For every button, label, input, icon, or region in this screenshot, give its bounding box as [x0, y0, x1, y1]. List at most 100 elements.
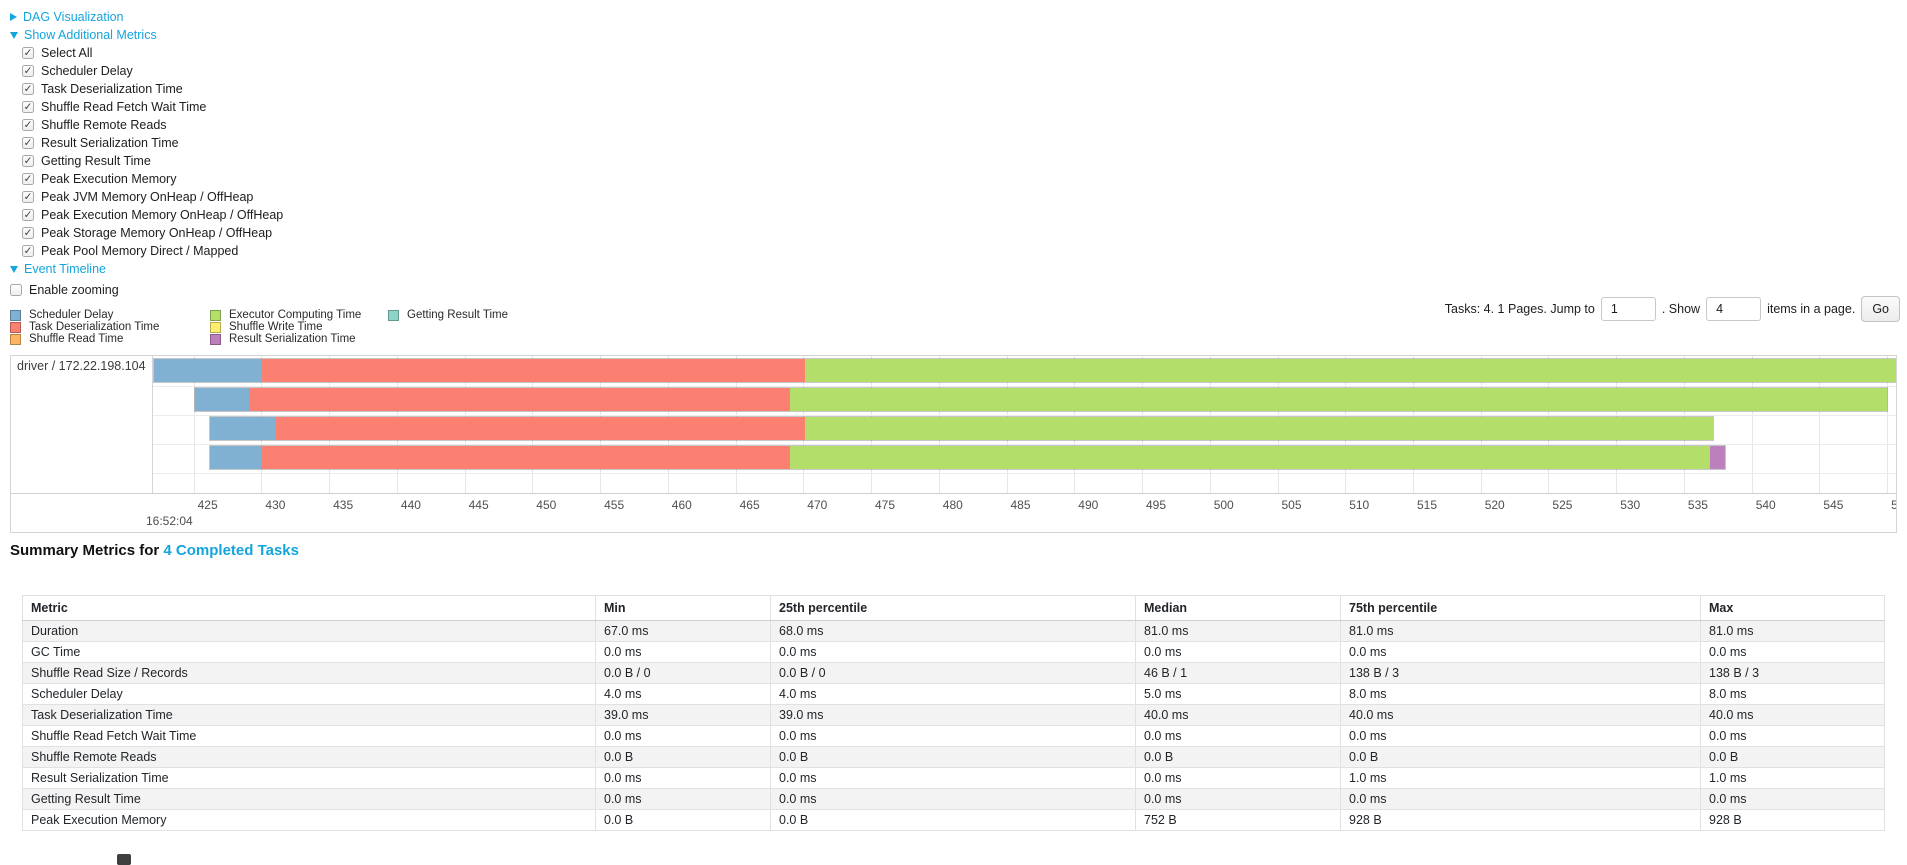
event-timeline-link[interactable]: Event Timeline: [24, 262, 106, 276]
timeline-task-bar[interactable]: [208, 445, 1726, 470]
completed-tasks-link[interactable]: 4 Completed Tasks: [163, 542, 299, 559]
stage-controls-panel: DAG Visualization Show Additional Metric…: [10, 8, 283, 299]
metric-value-cell: 0.0 ms: [595, 788, 771, 810]
dag-visualization-toggle[interactable]: DAG Visualization: [10, 8, 283, 26]
timeline-segment: [248, 388, 791, 411]
timeline-task-bar[interactable]: [193, 387, 1889, 412]
checkbox-icon[interactable]: ✓: [22, 227, 34, 239]
show-additional-metrics-toggle[interactable]: Show Additional Metrics: [10, 26, 283, 44]
checkbox-icon[interactable]: ✓: [22, 47, 34, 59]
row-separator: [153, 473, 1896, 474]
metric-checkbox-row[interactable]: ✓ Select All: [10, 44, 283, 62]
metric-value-cell: 0.0 B: [595, 809, 771, 831]
legend-label: Executor Computing Time: [229, 309, 362, 321]
metric-checkbox-row[interactable]: ✓ Task Deserialization Time: [10, 80, 283, 98]
metric-value-cell: 40.0 ms: [1700, 704, 1885, 726]
checkbox-icon[interactable]: ✓: [22, 173, 34, 185]
metric-value-cell: 0.0 ms: [1135, 788, 1341, 810]
metric-value-cell: 0.0 ms: [1135, 641, 1341, 663]
metric-value-cell: 0.0 B: [770, 809, 1136, 831]
show-additional-metrics-link[interactable]: Show Additional Metrics: [24, 28, 157, 42]
checkbox-icon[interactable]: ✓: [22, 245, 34, 257]
show-text: . Show: [1661, 302, 1701, 316]
timeline-segment: [804, 359, 1896, 382]
metric-value-cell: 0.0 ms: [770, 641, 1136, 663]
metric-checkbox-row[interactable]: ✓ Getting Result Time: [10, 152, 283, 170]
cutoff-element: [117, 854, 131, 865]
metric-value-cell: 0.0 ms: [595, 641, 771, 663]
metric-value-cell: 0.0 B / 0: [770, 662, 1136, 684]
metric-value-cell: 138 B / 3: [1340, 662, 1701, 684]
metric-checkbox-row[interactable]: ✓ Peak Execution Memory OnHeap / OffHeap: [10, 206, 283, 224]
metric-checkbox-label: Peak Pool Memory Direct / Mapped: [41, 244, 239, 258]
legend-item: Result Serialization Time: [210, 333, 388, 345]
checkbox-icon[interactable]: ✓: [22, 191, 34, 203]
checkbox-icon[interactable]: ✓: [22, 119, 34, 131]
column-header: Metric: [22, 595, 596, 621]
row-separator: [153, 386, 1896, 387]
axis-major-label: 16:52:04: [146, 514, 193, 528]
column-header: Median: [1135, 595, 1341, 621]
items-per-page-input[interactable]: [1706, 297, 1762, 321]
checkbox-icon[interactable]: ✓: [22, 101, 34, 113]
legend-swatch: [210, 333, 221, 345]
metric-name-cell: Task Deserialization Time: [22, 704, 596, 726]
axis-tick-label: 550: [1891, 498, 1896, 512]
metric-value-cell: 1.0 ms: [1340, 767, 1701, 789]
checkbox-icon[interactable]: ✓: [22, 209, 34, 221]
legend-item: Executor Computing Time: [210, 309, 388, 321]
axis-tick-label: 455: [604, 498, 625, 512]
metric-value-cell: 928 B: [1340, 809, 1701, 831]
event-timeline-toggle[interactable]: Event Timeline: [10, 260, 283, 278]
metric-checkbox-label: Task Deserialization Time: [41, 82, 183, 96]
collapsed-arrow-icon: [10, 13, 17, 21]
metric-value-cell: 0.0 ms: [1135, 725, 1341, 747]
go-button[interactable]: Go: [1861, 296, 1900, 322]
table-row: GC Time 0.0 ms 0.0 ms 0.0 ms 0.0 ms 0.0 ms: [22, 641, 1885, 663]
legend-item: Getting Result Time: [388, 309, 508, 321]
axis-tick-label: 480: [942, 498, 963, 512]
metric-checkbox-row[interactable]: ✓ Scheduler Delay: [10, 62, 283, 80]
axis-tick-label: 475: [875, 498, 896, 512]
timeline-segment: [275, 417, 805, 440]
metric-checkbox-row[interactable]: ✓ Peak Storage Memory OnHeap / OffHeap: [10, 224, 283, 242]
expanded-arrow-icon: [10, 31, 18, 39]
metric-checkbox-row[interactable]: ✓ Result Serialization Time: [10, 134, 283, 152]
jump-to-page-input[interactable]: [1600, 297, 1656, 321]
metric-name-cell: Duration: [22, 620, 596, 642]
legend-item: Shuffle Read Time: [10, 333, 210, 345]
timeline-task-bar[interactable]: [153, 358, 1896, 383]
axis-tick-label: 470: [807, 498, 828, 512]
metric-checkbox-row[interactable]: ✓ Peak JVM Memory OnHeap / OffHeap: [10, 188, 283, 206]
metric-value-cell: 0.0 B: [1340, 746, 1701, 768]
metric-value-cell: 40.0 ms: [1135, 704, 1341, 726]
dag-visualization-link[interactable]: DAG Visualization: [23, 10, 124, 24]
timeline-group-labels: driver / 172.22.198.104: [11, 356, 153, 493]
metric-checkbox-row[interactable]: ✓ Shuffle Remote Reads: [10, 116, 283, 134]
checkbox-icon[interactable]: ✓: [22, 155, 34, 167]
row-separator: [153, 415, 1896, 416]
enable-zooming-checkbox[interactable]: [10, 284, 22, 296]
metric-checkbox-row[interactable]: ✓ Shuffle Read Fetch Wait Time: [10, 98, 283, 116]
legend-swatch: [10, 333, 21, 345]
metric-checkbox-row[interactable]: ✓ Peak Pool Memory Direct / Mapped: [10, 242, 283, 260]
metric-value-cell: 0.0 ms: [1700, 641, 1885, 663]
metric-value-cell: 0.0 ms: [595, 767, 771, 789]
legend-column: Scheduler Delay Task Deserialization Time…: [10, 309, 210, 345]
timeline-segment: [1710, 446, 1725, 469]
metric-checkbox-label: Scheduler Delay: [41, 64, 133, 78]
timeline-segment: [209, 417, 276, 440]
timeline-task-bar[interactable]: [208, 416, 1714, 441]
checkbox-icon[interactable]: ✓: [22, 83, 34, 95]
enable-zooming-row[interactable]: Enable zooming: [10, 281, 283, 299]
checkbox-icon[interactable]: ✓: [22, 65, 34, 77]
timeline-segment: [262, 446, 790, 469]
metric-checkbox-label: Peak Storage Memory OnHeap / OffHeap: [41, 226, 273, 240]
metric-value-cell: 0.0 ms: [1700, 725, 1885, 747]
enable-zooming-label: Enable zooming: [29, 283, 119, 297]
timeline-plot-area: [153, 356, 1896, 493]
checkbox-icon[interactable]: ✓: [22, 137, 34, 149]
axis-tick-label: 495: [1146, 498, 1167, 512]
metric-value-cell: 81.0 ms: [1340, 620, 1701, 642]
metric-checkbox-row[interactable]: ✓ Peak Execution Memory: [10, 170, 283, 188]
